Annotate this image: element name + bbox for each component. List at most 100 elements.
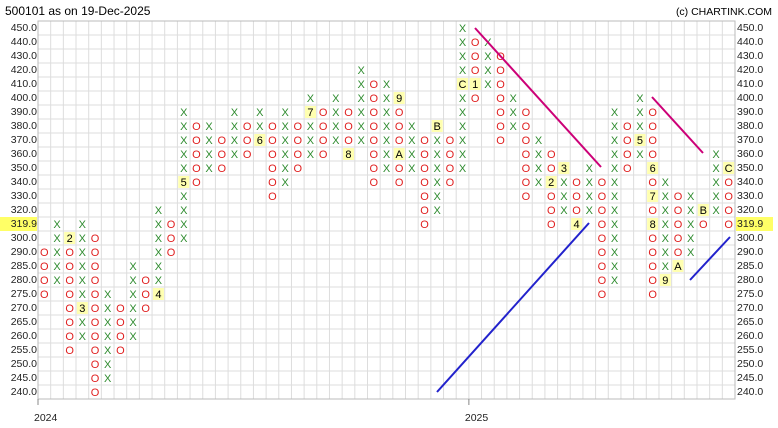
y-tick-label: 370.0	[737, 134, 763, 146]
month-marker: B	[700, 205, 707, 217]
x-box: X	[79, 261, 87, 273]
o-box: O	[648, 289, 657, 301]
o-box: O	[116, 345, 125, 357]
x-box: X	[687, 233, 695, 245]
o-box: O	[141, 289, 150, 301]
month-marker-bg	[393, 92, 405, 104]
y-tick-label: 270.0	[737, 302, 763, 314]
o-box: O	[319, 107, 328, 119]
month-marker: 9	[662, 275, 668, 287]
o-box: O	[572, 177, 581, 189]
x-box: X	[53, 247, 61, 259]
x-box: X	[459, 163, 467, 175]
month-marker-bg	[659, 274, 671, 286]
month-marker: B	[434, 121, 441, 133]
o-box: O	[674, 205, 683, 217]
month-marker-bg	[558, 162, 570, 174]
o-box: O	[141, 275, 150, 287]
x-box: X	[586, 191, 594, 203]
o-box: O	[522, 107, 531, 119]
month-marker: C	[725, 163, 733, 175]
year-label: 2024	[34, 412, 58, 424]
o-box: O	[496, 121, 505, 133]
o-box: O	[724, 191, 733, 203]
x-box: X	[636, 121, 644, 133]
o-box: O	[294, 121, 303, 133]
month-marker-bg	[152, 288, 164, 300]
o-box: O	[268, 135, 277, 147]
o-box: O	[91, 303, 100, 315]
x-box: X	[662, 261, 670, 273]
o-box: O	[547, 149, 556, 161]
plot-frame	[37, 20, 736, 400]
grid	[37, 20, 736, 400]
x-box: X	[129, 331, 137, 343]
x-box: X	[307, 135, 315, 147]
o-box: O	[648, 247, 657, 259]
y-tick-label: 380.0	[11, 120, 37, 132]
o-box: O	[370, 149, 379, 161]
month-marker-bg	[647, 162, 659, 174]
x-box: X	[662, 205, 670, 217]
o-box: O	[648, 149, 657, 161]
o-box: O	[522, 149, 531, 161]
x-box: X	[307, 121, 315, 133]
month-marker: 4	[574, 219, 580, 231]
month-marker-bg	[647, 190, 659, 202]
o-box: O	[141, 303, 150, 315]
o-box: O	[547, 163, 556, 175]
x-box: X	[586, 177, 594, 189]
x-box: X	[459, 93, 467, 105]
o-box: O	[192, 163, 201, 175]
o-box: O	[623, 149, 632, 161]
o-box: O	[598, 233, 607, 245]
y-tick-label: 450.0	[11, 22, 37, 34]
o-box: O	[91, 331, 100, 343]
x-box: X	[408, 121, 416, 133]
x-box: X	[129, 261, 137, 273]
y-tick-label: 340.0	[737, 176, 763, 188]
x-box: X	[662, 219, 670, 231]
o-box: O	[648, 205, 657, 217]
o-box: O	[395, 163, 404, 175]
x-box: X	[231, 135, 239, 147]
o-box: O	[522, 163, 531, 175]
o-box: O	[294, 149, 303, 161]
x-box: X	[205, 135, 213, 147]
y-tick-label: 430.0	[737, 50, 763, 62]
o-box: O	[648, 135, 657, 147]
o-box: O	[522, 191, 531, 203]
x-box: X	[687, 247, 695, 259]
x-box: X	[636, 149, 644, 161]
x-box: X	[535, 135, 543, 147]
x-box: X	[104, 373, 112, 385]
x-box: X	[560, 191, 568, 203]
o-box: O	[65, 261, 74, 273]
month-marker-bg	[431, 120, 443, 132]
x-box: X	[408, 135, 416, 147]
o-box: O	[91, 373, 100, 385]
y-tick-label: 320.0	[737, 204, 763, 216]
o-box: O	[91, 387, 100, 399]
month-marker: 2	[67, 233, 73, 245]
o-box: O	[674, 233, 683, 245]
o-box: O	[268, 163, 277, 175]
x-box: X	[231, 121, 239, 133]
y-tick-label: 260.0	[11, 330, 37, 342]
o-box: O	[319, 149, 328, 161]
month-marker-bg	[393, 148, 405, 160]
month-marker: 2	[548, 177, 554, 189]
o-box: O	[522, 135, 531, 147]
x-box: X	[434, 163, 442, 175]
o-box: O	[471, 65, 480, 77]
month-marker: 9	[396, 93, 402, 105]
y-tick-label: 360.0	[737, 148, 763, 160]
month-marker: 8	[650, 219, 656, 231]
o-box: O	[65, 303, 74, 315]
x-box: X	[687, 205, 695, 217]
x-box: X	[383, 135, 391, 147]
o-box: O	[598, 205, 607, 217]
x-box: X	[307, 93, 315, 105]
x-box: X	[611, 275, 619, 287]
y-tick-label: 280.0	[11, 274, 37, 286]
